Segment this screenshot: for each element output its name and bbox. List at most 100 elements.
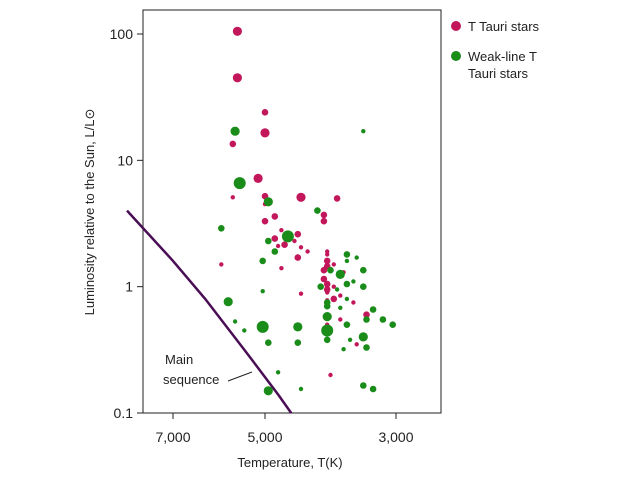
t-tauri-point	[271, 213, 279, 220]
t-tauri-point	[275, 243, 281, 249]
weak-line-point	[360, 382, 367, 389]
t-tauri-point	[333, 195, 341, 202]
weak-line-point	[334, 287, 340, 292]
weak-line-point	[281, 230, 294, 243]
weak-line-point	[351, 279, 356, 284]
t-tauri-point	[325, 290, 330, 295]
t-tauri-point	[323, 257, 331, 265]
weak-line-point	[344, 258, 350, 264]
weak-line-point	[369, 306, 377, 313]
weak-line-point	[317, 283, 325, 291]
x-tick-label: 3,000	[378, 429, 413, 445]
y-tick-label: 1	[125, 279, 133, 295]
t-tauri-point	[330, 295, 338, 303]
weak-line-point	[265, 237, 272, 245]
t-tauri-point	[296, 192, 306, 202]
t-tauri-point	[292, 238, 297, 244]
weak-line-point	[335, 269, 345, 279]
x-axis-label: Temperature, T(K)	[237, 455, 342, 470]
weak-line-point	[363, 344, 370, 351]
t-tauri-point	[331, 284, 336, 289]
weak-line-point	[321, 324, 334, 337]
legend-label-t-tauri: T Tauri stars	[468, 19, 540, 34]
t-tauri-point	[294, 230, 302, 238]
t-tauri-point	[305, 249, 310, 254]
data-points	[218, 26, 397, 396]
legend-marker-t-tauri	[451, 21, 461, 31]
weak-line-point	[218, 225, 225, 232]
weak-line-point	[361, 129, 366, 134]
t-tauri-point	[281, 241, 288, 248]
y-tick-label: 0.1	[114, 405, 134, 421]
weak-line-point	[360, 283, 367, 291]
weak-line-point	[343, 251, 351, 258]
weak-line-point	[294, 339, 302, 347]
weak-line-point	[343, 280, 351, 288]
y-tick-label: 100	[110, 26, 134, 42]
x-tick-marks	[172, 413, 397, 419]
x-tick-label: 7,000	[155, 429, 190, 445]
y-tick-label: 10	[117, 152, 133, 168]
y-axis-label: Luminosity relative to the Sun, L/L⊙	[82, 109, 97, 316]
weak-line-point	[314, 207, 321, 214]
legend: T Tauri stars Weak-line T Tauri stars	[451, 19, 540, 81]
weak-line-point	[275, 370, 281, 375]
weak-line-point	[256, 320, 269, 333]
weak-line-point	[223, 297, 233, 307]
y-tick-marks	[137, 33, 143, 414]
weak-line-point	[358, 332, 368, 342]
t-tauri-point	[320, 211, 328, 219]
weak-line-point	[259, 257, 267, 265]
t-tauri-point	[320, 266, 328, 274]
t-tauri-point	[279, 266, 284, 271]
t-tauri-point	[354, 342, 359, 347]
weak-line-point	[323, 336, 331, 344]
weak-line-point	[338, 305, 343, 310]
plot-frame	[142, 9, 442, 414]
weak-line-point	[389, 321, 397, 329]
weak-line-point	[360, 266, 367, 274]
t-tauri-point	[331, 262, 336, 267]
t-tauri-point	[328, 372, 333, 378]
weak-line-point	[293, 322, 303, 332]
weak-line-point	[260, 289, 265, 294]
t-tauri-point	[294, 254, 302, 261]
t-tauri-point	[351, 300, 356, 305]
weak-line-point	[379, 316, 387, 323]
weak-line-point	[327, 266, 334, 274]
t-tauri-point	[230, 195, 235, 200]
t-tauri-point	[261, 217, 269, 225]
weak-line-point	[323, 302, 331, 310]
t-tauri-point	[320, 275, 328, 283]
weak-line-point	[354, 255, 359, 260]
y-tick-labels: 100 10 1 0.1	[110, 26, 134, 421]
weak-line-point	[263, 386, 273, 396]
t-tauri-point	[279, 228, 284, 233]
weak-line-point	[232, 319, 238, 324]
weak-line-point	[322, 312, 332, 322]
weak-line-point	[233, 177, 246, 190]
t-tauri-point	[363, 311, 370, 319]
t-tauri-point	[271, 235, 279, 242]
t-tauri-point	[232, 26, 242, 36]
weak-line-point	[230, 126, 240, 136]
t-tauri-point	[325, 252, 330, 257]
t-tauri-point	[298, 291, 304, 296]
weak-line-point	[298, 386, 304, 392]
weak-line-point	[271, 248, 279, 255]
t-tauri-point	[260, 128, 270, 138]
main-sequence-line	[126, 209, 293, 414]
t-tauri-point	[229, 140, 237, 148]
t-tauri-point	[320, 217, 328, 225]
x-tick-labels: 7,000 5,000 3,000	[155, 429, 413, 445]
weak-line-point	[242, 328, 247, 333]
weak-line-point	[344, 296, 350, 302]
legend-marker-weak-line	[451, 51, 461, 61]
t-tauri-point	[253, 173, 263, 183]
weak-line-point	[347, 337, 353, 342]
t-tauri-point	[298, 245, 304, 250]
main-sequence-label-line2: sequence	[163, 372, 219, 387]
weak-line-point	[343, 321, 351, 329]
weak-line-point	[341, 347, 346, 352]
